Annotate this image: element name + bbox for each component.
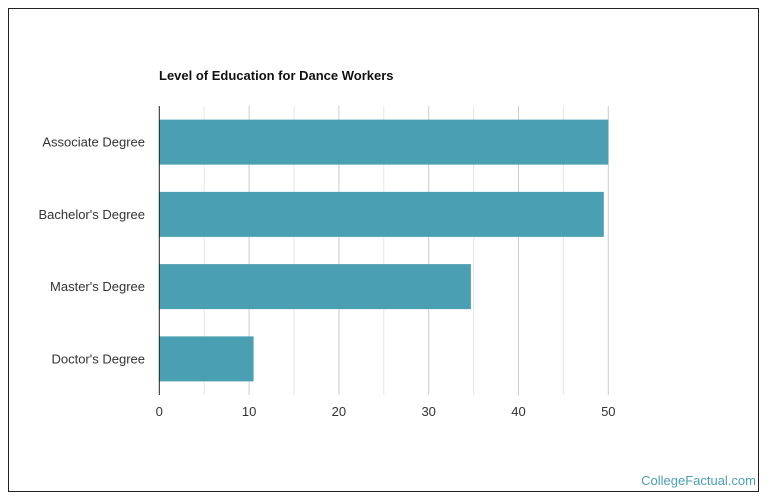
category-label: Bachelor's Degree: [38, 207, 145, 222]
brand-link[interactable]: CollegeFactual.com: [641, 473, 756, 488]
bar: [159, 336, 254, 382]
category-label: Master's Degree: [50, 279, 145, 294]
x-tick-label: 10: [242, 404, 256, 419]
chart-frame: [8, 8, 759, 492]
x-tick-label: 30: [421, 404, 435, 419]
bar: [159, 119, 609, 165]
x-tick-label: 40: [511, 404, 525, 419]
category-label: Doctor's Degree: [51, 351, 145, 366]
category-label: Associate Degree: [42, 135, 145, 150]
bar: [159, 191, 604, 237]
x-tick-label: 20: [332, 404, 346, 419]
x-tick-label: 0: [156, 404, 163, 419]
x-tick-label: 50: [601, 404, 615, 419]
chart-title: Level of Education for Dance Workers: [159, 68, 394, 83]
bar: [159, 264, 471, 310]
